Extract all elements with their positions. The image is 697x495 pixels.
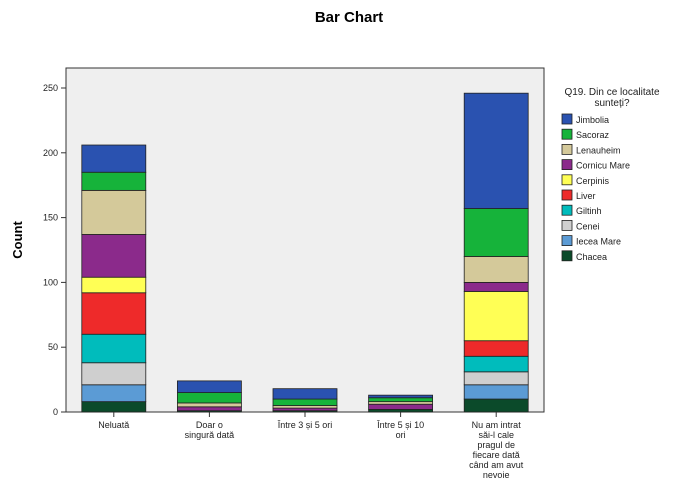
y-axis-label: Count — [10, 221, 25, 259]
legend-label: Cenei — [576, 221, 600, 231]
x-axis: Neluată Doar o singură dată Între 3 și 5 or… — [98, 412, 524, 480]
legend-swatch — [561, 189, 573, 201]
bar-segment — [463, 398, 529, 413]
chart-title: Bar Chart — [315, 9, 383, 26]
x-tick-label-line: pragul de — [477, 440, 515, 450]
legend-label: Sacoraz — [576, 130, 610, 140]
legend-swatch — [561, 174, 573, 186]
bar-segment — [463, 355, 529, 373]
bar-segment — [81, 292, 147, 335]
bar-segment — [368, 397, 434, 403]
x-tick-label-line: fiecare dată — [473, 450, 520, 460]
legend-title-line: sunteți? — [594, 98, 629, 109]
legend-swatch — [561, 159, 573, 171]
bars — [81, 92, 529, 413]
x-tick-label-line: nevoie — [483, 470, 510, 480]
y-axis: 0 50 100 150 200 250 — [43, 83, 66, 417]
bar-segment — [463, 340, 529, 357]
x-tick-label-line: când am avut — [469, 460, 524, 470]
bar-segment — [463, 208, 529, 257]
legend-label: Cornicu Mare — [576, 161, 630, 171]
y-tick-label: 150 — [43, 213, 58, 223]
y-tick-label: 0 — [53, 407, 58, 417]
x-tick-label-line: singură dată — [185, 430, 235, 440]
bar-segment — [463, 281, 529, 292]
legend-swatch — [561, 250, 573, 262]
bar-segment — [176, 380, 242, 393]
bar-segment — [81, 384, 147, 403]
legend-label: Cerpinis — [576, 176, 610, 186]
bar-segment — [463, 256, 529, 283]
x-tick-label-line: Neluată — [98, 420, 129, 430]
legend-label: Jimbolia — [576, 115, 609, 125]
legend-swatch — [561, 235, 573, 247]
bar-segment — [81, 171, 147, 191]
legend-label: Giltinh — [576, 206, 602, 216]
bar-segment — [463, 92, 529, 209]
x-tick-label-line: Doar o — [196, 420, 223, 430]
x-tick-label: Între 5 și 10 ori — [376, 420, 424, 440]
legend-label: Iecea Mare — [576, 237, 621, 247]
legend-swatch — [561, 219, 573, 231]
bar-segment — [176, 402, 242, 408]
legend-swatch — [561, 113, 573, 125]
y-tick-label: 200 — [43, 148, 58, 158]
legend-label: Chacea — [576, 252, 607, 262]
y-tick-label: 250 — [43, 83, 58, 93]
y-tick-label: 50 — [48, 342, 58, 352]
x-tick-label: Între 3 și 5 ori — [277, 420, 333, 430]
legend: Q19. Din ce localitate sunteți? Jimbolia Sa… — [561, 87, 660, 262]
bar-segment — [81, 144, 147, 173]
y-tick-label: 100 — [43, 277, 58, 287]
x-tick-label: Neluată — [98, 420, 129, 430]
bar-segment — [463, 291, 529, 342]
legend-title-line: Q19. Din ce localitate — [564, 87, 659, 98]
x-tick-label-line: Între 3 și 5 ori — [277, 420, 333, 430]
bar-segment — [81, 234, 147, 278]
legend-label: Lenauheim — [576, 145, 621, 155]
legend-swatch — [561, 143, 573, 155]
bar-segment — [463, 384, 529, 400]
bar-segment — [463, 371, 529, 386]
legend-label: Liver — [576, 191, 596, 201]
bar-segment — [176, 392, 242, 404]
bar-segment — [176, 406, 242, 412]
x-tick-label: Doar o singură dată — [185, 420, 235, 440]
x-tick-label-line: săi-l cale — [478, 430, 514, 440]
legend-swatch — [561, 128, 573, 140]
bar-segment — [81, 401, 147, 413]
x-tick-label: Nu am intrat săi-l cale pragul de fiecare d… — [469, 420, 524, 480]
x-tick-label-line: Între 5 și 10 — [376, 420, 424, 430]
legend-swatch — [561, 204, 573, 216]
x-tick-label-line: Nu am intrat — [472, 420, 522, 430]
bar-segment — [81, 362, 147, 386]
bar-segment — [272, 388, 338, 400]
bar-segment — [81, 189, 147, 235]
bar-segment — [272, 398, 338, 406]
legend-title: Q19. Din ce localitate sunteți? — [564, 87, 659, 109]
bar-segment — [368, 403, 434, 410]
bar-segment — [81, 333, 147, 364]
bar-segment — [81, 276, 147, 294]
bar-segment — [368, 394, 434, 399]
x-tick-label-line: ori — [396, 430, 406, 440]
